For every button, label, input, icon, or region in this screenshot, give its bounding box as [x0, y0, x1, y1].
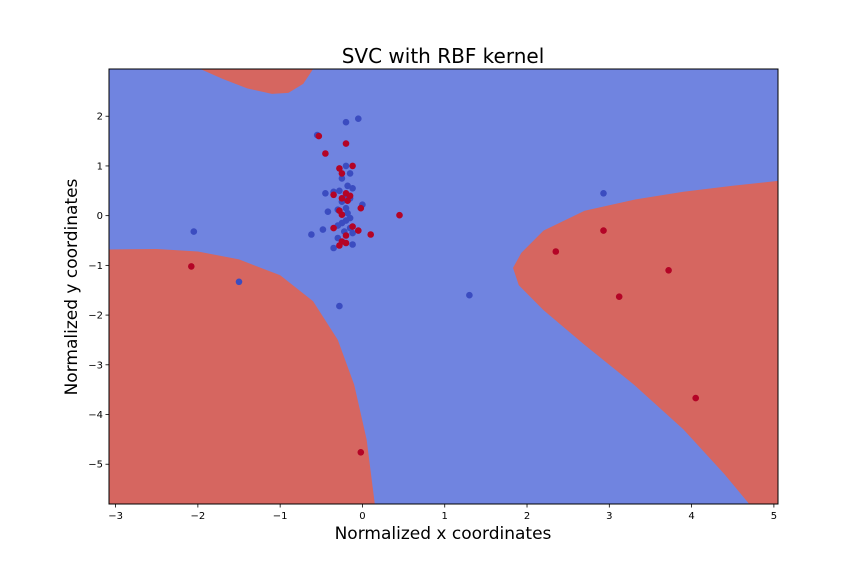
y-tick-label: −1 — [88, 261, 103, 272]
point-class-1-18 — [355, 227, 362, 234]
point-class-1-30 — [357, 449, 365, 456]
point-class-0-4 — [342, 162, 350, 170]
point-class-1-22 — [342, 239, 350, 247]
point-class-1-3 — [322, 150, 329, 157]
point-class-0-18 — [324, 208, 332, 215]
x-tick-label: −2 — [190, 511, 205, 522]
x-tick-label: 0 — [359, 511, 365, 522]
point-class-1-8 — [330, 191, 337, 199]
point-class-0-26 — [308, 231, 315, 238]
point-class-1-17 — [330, 224, 337, 232]
point-class-1-5 — [336, 165, 343, 172]
point-class-0-25 — [319, 226, 327, 233]
decision-region-class-1-3 — [513, 180, 778, 504]
point-class-0-2 — [342, 118, 350, 126]
point-class-1-1 — [315, 132, 323, 140]
point-class-0-34 — [336, 302, 343, 310]
x-tick-label: 4 — [688, 511, 694, 522]
point-class-1-24 — [188, 263, 195, 270]
point-class-1-23 — [336, 242, 343, 249]
point-class-0-10 — [322, 190, 329, 197]
x-tick-label: −3 — [108, 511, 123, 522]
point-class-0-7 — [344, 182, 351, 190]
point-class-0-35 — [466, 291, 473, 299]
y-tick-label: 2 — [97, 112, 103, 123]
point-class-1-2 — [342, 140, 350, 147]
point-class-1-11 — [344, 197, 351, 204]
point-class-0-8 — [349, 185, 356, 192]
point-class-1-4 — [349, 162, 356, 170]
data-points — [188, 115, 699, 456]
y-tick-label: −3 — [88, 360, 103, 371]
point-class-1-28 — [615, 293, 623, 301]
point-class-0-3 — [355, 115, 362, 122]
point-class-0-16 — [342, 204, 350, 212]
point-class-1-16 — [349, 223, 356, 230]
x-tick-label: 3 — [606, 511, 612, 522]
decision-region-class-1-2 — [109, 249, 375, 504]
x-tick-label: 2 — [524, 511, 530, 522]
point-class-1-26 — [600, 227, 607, 234]
x-axis-label: Normalized x coordinates — [335, 524, 552, 544]
y-tick-label: −2 — [88, 311, 103, 322]
point-class-0-19 — [344, 209, 351, 217]
point-class-0-36 — [600, 190, 607, 197]
x-tick-label: 5 — [771, 511, 777, 522]
point-class-0-5 — [346, 170, 354, 177]
chart-title: SVC with RBF kernel — [342, 44, 545, 68]
y-tick-label: 1 — [97, 161, 103, 172]
point-class-1-29 — [692, 394, 699, 402]
x-tick-label: −1 — [273, 511, 288, 522]
decision-region-class-1-1 — [200, 69, 314, 94]
point-class-1-6 — [338, 170, 346, 177]
point-class-0-33 — [235, 278, 243, 286]
point-class-0-9 — [336, 187, 343, 195]
point-class-1-27 — [665, 267, 672, 274]
plot-frame — [108, 68, 779, 505]
point-class-1-19 — [367, 231, 375, 238]
y-tick-label: −5 — [88, 460, 103, 471]
point-class-1-20 — [342, 232, 350, 239]
point-class-1-12 — [357, 204, 365, 212]
x-tick-label: 1 — [442, 511, 448, 522]
y-axis-label: Normalized y coordinates — [62, 178, 82, 395]
point-class-0-6 — [338, 175, 346, 182]
point-class-1-10 — [338, 195, 346, 202]
point-class-1-15 — [396, 211, 403, 219]
point-class-0-30 — [330, 244, 337, 252]
y-axis-ticks: −5 −4 −3 −2 −1 0 1 2 — [88, 112, 109, 471]
point-class-1-9 — [346, 192, 354, 200]
decision-regions — [109, 69, 778, 504]
y-tick-label: 0 — [97, 211, 103, 222]
x-axis-ticks: −3 −2 −1 0 1 2 3 4 5 — [108, 504, 777, 522]
point-class-0-31 — [349, 241, 356, 248]
point-class-1-14 — [338, 211, 346, 218]
y-tick-label: −4 — [88, 410, 103, 421]
point-class-1-25 — [552, 248, 560, 255]
point-class-0-28 — [349, 229, 356, 237]
point-class-0-32 — [190, 228, 198, 235]
